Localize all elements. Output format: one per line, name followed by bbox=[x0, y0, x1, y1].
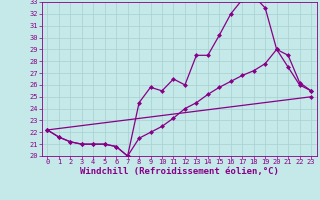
X-axis label: Windchill (Refroidissement éolien,°C): Windchill (Refroidissement éolien,°C) bbox=[80, 167, 279, 176]
